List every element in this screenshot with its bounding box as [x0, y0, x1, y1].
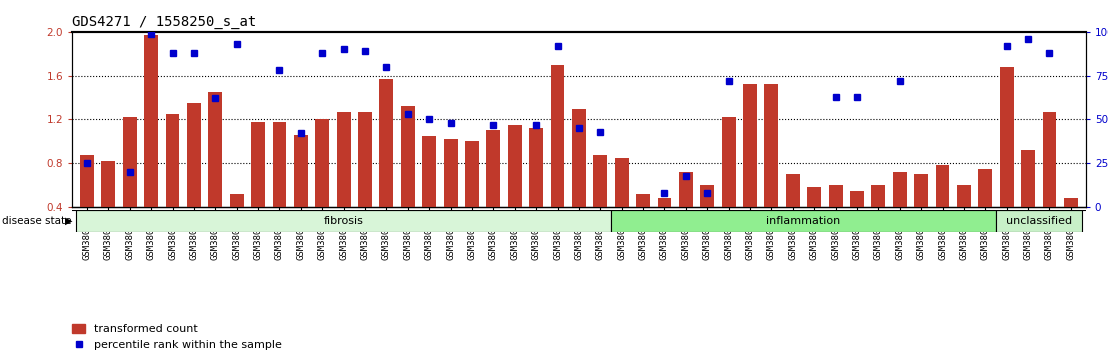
- Bar: [721, 117, 736, 207]
- Bar: [379, 79, 393, 207]
- Text: inflammation: inflammation: [767, 216, 841, 226]
- Legend: transformed count, percentile rank within the sample: transformed count, percentile rank withi…: [72, 324, 283, 350]
- Bar: [252, 122, 265, 207]
- Bar: [743, 84, 757, 207]
- Bar: [808, 187, 821, 207]
- Bar: [999, 67, 1014, 207]
- Bar: [422, 136, 437, 207]
- Bar: [829, 185, 842, 207]
- Bar: [102, 161, 115, 207]
- Bar: [229, 194, 244, 207]
- Bar: [1022, 150, 1035, 207]
- Bar: [914, 174, 929, 207]
- Bar: [443, 139, 458, 207]
- Bar: [316, 120, 329, 207]
- Bar: [615, 158, 628, 207]
- Bar: [850, 191, 864, 207]
- Text: ▶: ▶: [65, 216, 73, 226]
- Text: unclassified: unclassified: [1006, 216, 1071, 226]
- Bar: [572, 109, 586, 207]
- Text: fibrosis: fibrosis: [324, 216, 363, 226]
- Bar: [996, 210, 1081, 232]
- Bar: [530, 128, 543, 207]
- Bar: [273, 122, 287, 207]
- Bar: [700, 185, 715, 207]
- Bar: [551, 65, 564, 207]
- Bar: [611, 210, 996, 232]
- Bar: [657, 198, 671, 207]
- Bar: [294, 135, 308, 207]
- Bar: [978, 169, 993, 207]
- Bar: [358, 112, 372, 207]
- Bar: [1043, 112, 1056, 207]
- Text: disease state: disease state: [2, 216, 72, 226]
- Bar: [144, 35, 158, 207]
- Bar: [507, 125, 522, 207]
- Bar: [76, 210, 611, 232]
- Bar: [636, 194, 650, 207]
- Bar: [465, 141, 479, 207]
- Bar: [765, 84, 779, 207]
- Bar: [165, 114, 179, 207]
- Bar: [957, 185, 971, 207]
- Bar: [893, 172, 906, 207]
- Bar: [208, 92, 223, 207]
- Bar: [337, 112, 350, 207]
- Bar: [1064, 198, 1078, 207]
- Bar: [80, 154, 94, 207]
- Bar: [123, 117, 136, 207]
- Bar: [935, 165, 950, 207]
- Bar: [679, 172, 692, 207]
- Bar: [486, 130, 501, 207]
- Bar: [401, 106, 414, 207]
- Text: GDS4271 / 1558250_s_at: GDS4271 / 1558250_s_at: [72, 16, 256, 29]
- Bar: [871, 185, 885, 207]
- Bar: [594, 154, 607, 207]
- Bar: [786, 174, 800, 207]
- Bar: [187, 103, 201, 207]
